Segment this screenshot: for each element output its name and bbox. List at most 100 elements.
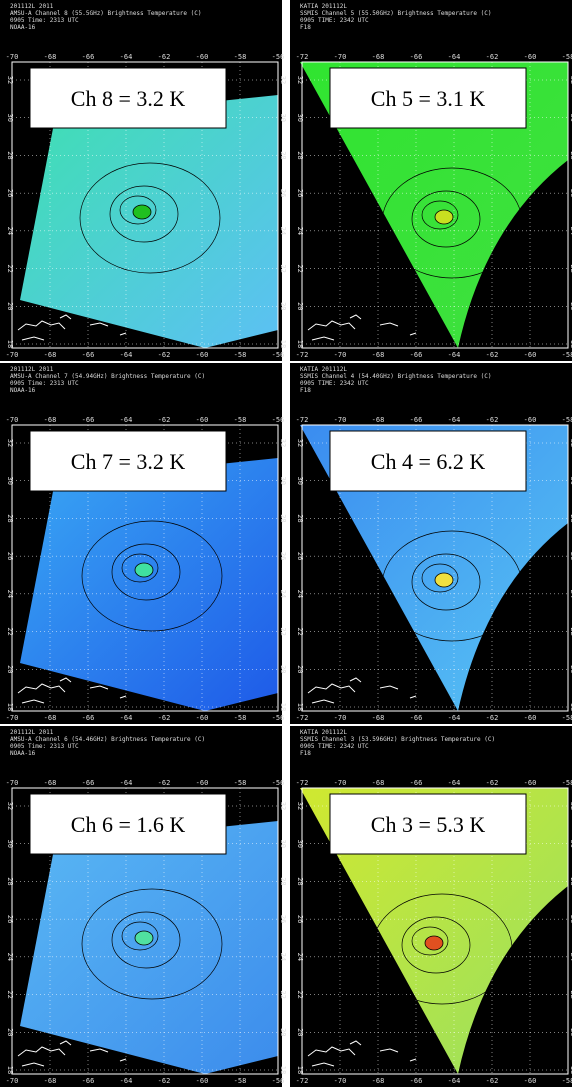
y-tick-label: 20 <box>279 302 287 310</box>
y-tick-label: 28 <box>6 514 14 522</box>
storm-core <box>134 930 154 946</box>
y-tick-label: 32 <box>6 439 14 447</box>
x-tick-label: -60 <box>196 53 209 61</box>
x-tick-label: -60 <box>196 1077 209 1085</box>
y-tick-label: 18 <box>296 703 304 711</box>
y-tick-label: 32 <box>296 802 304 810</box>
x-tick-label: -60 <box>524 714 537 722</box>
x-tick-label: -58 <box>234 416 247 424</box>
contour <box>119 195 157 225</box>
x-tick-label: -58 <box>234 351 247 359</box>
x-tick-label: -64 <box>120 53 133 61</box>
coastline <box>307 314 417 341</box>
y-tick-label: 30 <box>296 476 304 484</box>
y-tick-label: 30 <box>569 113 572 121</box>
y-tick-label: 24 <box>279 590 287 598</box>
x-tick-label: -56 <box>272 779 285 787</box>
x-tick-label: -70 <box>6 1077 19 1085</box>
x-tick-label: -58 <box>562 351 572 359</box>
panel-header: 0905 Time: 2313 UTC <box>10 17 79 24</box>
panel-header: AMSU-A Channel 6 (54.46GHz) Brightness T… <box>10 736 205 743</box>
x-tick-label: -62 <box>486 351 499 359</box>
contour <box>411 190 481 248</box>
y-tick-label: 20 <box>279 1028 287 1036</box>
y-tick-label: 18 <box>296 340 304 348</box>
y-tick-label: 30 <box>569 839 572 847</box>
x-tick-label: -68 <box>44 351 57 359</box>
x-tick-label: -58 <box>234 53 247 61</box>
y-tick-label: 18 <box>6 1066 14 1074</box>
contour <box>79 162 221 274</box>
x-tick-label: -68 <box>44 53 57 61</box>
x-tick-label: -64 <box>120 416 133 424</box>
x-tick-label: -68 <box>44 714 57 722</box>
coastline <box>307 677 417 704</box>
y-tick-label: 32 <box>296 439 304 447</box>
y-tick-label: 20 <box>296 665 304 673</box>
storm-core <box>132 204 152 220</box>
contour <box>421 200 459 230</box>
x-tick-label: -64 <box>120 351 133 359</box>
x-tick-label: -60 <box>196 351 209 359</box>
y-tick-label: 26 <box>569 915 572 923</box>
x-tick-label: -56 <box>272 714 285 722</box>
y-tick-label: 20 <box>6 665 14 673</box>
coastline <box>307 1040 417 1067</box>
x-tick-label: -68 <box>372 53 385 61</box>
x-tick-label: -64 <box>448 416 461 424</box>
y-tick-label: 30 <box>296 113 304 121</box>
y-tick-label: 28 <box>279 877 287 885</box>
x-tick-label: -62 <box>158 53 171 61</box>
map-frame <box>301 787 569 1075</box>
label-box <box>329 67 527 129</box>
y-tick-label: 30 <box>279 476 287 484</box>
y-tick-label: 22 <box>6 990 14 998</box>
y-tick-label: 22 <box>296 627 304 635</box>
contour <box>109 185 179 243</box>
y-tick-label: 20 <box>296 1028 304 1036</box>
y-tick-label: 26 <box>279 189 287 197</box>
y-tick-label: 22 <box>6 627 14 635</box>
y-tick-label: 24 <box>279 227 287 235</box>
label-box <box>329 793 527 855</box>
panel-header: KATIA 201112L <box>300 729 347 736</box>
swath <box>20 458 278 711</box>
y-tick-label: 32 <box>296 76 304 84</box>
x-tick-label: -60 <box>524 53 537 61</box>
channel-label: Ch 6 = 1.6 K <box>71 812 186 837</box>
x-tick-label: -66 <box>82 351 95 359</box>
x-tick-label: -66 <box>410 1077 423 1085</box>
x-tick-label: -68 <box>372 1077 385 1085</box>
y-tick-label: 30 <box>279 113 287 121</box>
x-tick-label: -72 <box>296 1077 309 1085</box>
map-frame <box>301 61 569 349</box>
y-tick-label: 30 <box>279 839 287 847</box>
channel-label: Ch 3 = 5.3 K <box>371 812 486 837</box>
x-tick-label: -70 <box>334 779 347 787</box>
y-tick-label: 30 <box>6 113 14 121</box>
contour <box>401 916 471 974</box>
contour <box>81 520 223 632</box>
panel-header: 0905 TIME: 2342 UTC <box>300 380 369 387</box>
x-tick-label: -62 <box>158 779 171 787</box>
panel-header: F18 <box>300 750 311 757</box>
y-tick-label: 28 <box>296 151 304 159</box>
x-tick-label: -72 <box>296 416 309 424</box>
y-tick-label: 20 <box>6 302 14 310</box>
channel-label: Ch 4 = 6.2 K <box>371 449 486 474</box>
y-tick-label: 28 <box>296 877 304 885</box>
label-box <box>29 67 227 129</box>
y-tick-label: 28 <box>296 514 304 522</box>
coastline <box>17 314 127 341</box>
storm-core <box>424 935 444 951</box>
x-tick-label: -62 <box>486 1077 499 1085</box>
y-tick-label: 24 <box>279 953 287 961</box>
swath <box>300 788 568 1074</box>
panel-header: KATIA 201112L <box>300 3 347 10</box>
y-tick-label: 26 <box>6 915 14 923</box>
y-tick-label: 26 <box>569 189 572 197</box>
y-tick-label: 18 <box>569 703 572 711</box>
y-tick-label: 24 <box>569 227 572 235</box>
y-tick-label: 22 <box>569 264 572 272</box>
y-tick-label: 18 <box>279 340 287 348</box>
